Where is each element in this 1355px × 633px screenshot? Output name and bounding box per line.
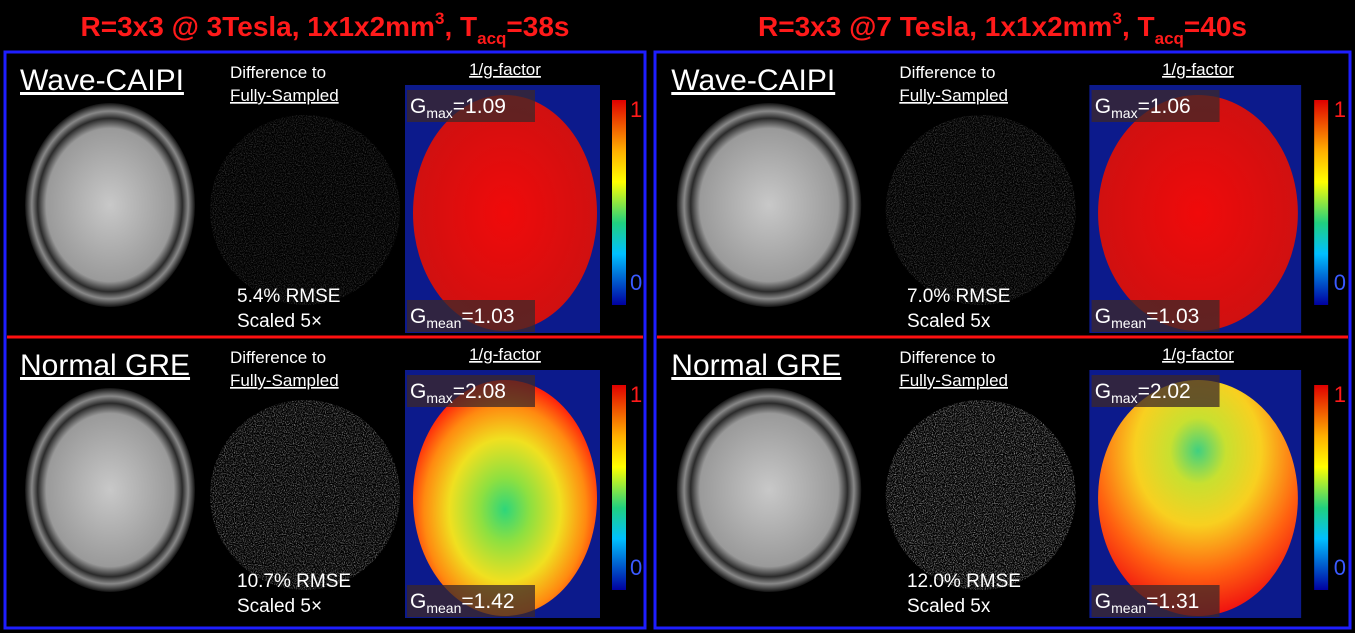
gmap-title: 1/g-factor bbox=[1162, 60, 1234, 79]
gmax-symbol: G bbox=[1095, 380, 1111, 403]
brain-image bbox=[677, 388, 862, 592]
gmap-image bbox=[413, 95, 597, 331]
gmean-symbol: G bbox=[410, 305, 426, 328]
difference-title: Difference to bbox=[899, 63, 995, 82]
gmean-value: =1.03 bbox=[1146, 305, 1199, 328]
scale-label: Scaled 5× bbox=[237, 311, 322, 332]
title-mid: , T bbox=[444, 11, 477, 42]
method-label: Normal GRE bbox=[20, 349, 190, 382]
difference-title: Difference to bbox=[899, 348, 995, 367]
colorbar-min: 0 bbox=[1334, 555, 1346, 580]
difference-image bbox=[886, 115, 1076, 305]
gmean-sub: mean bbox=[426, 600, 461, 616]
difference-title: Difference to bbox=[230, 348, 326, 367]
gmean-value: =1.31 bbox=[1146, 590, 1199, 613]
panel-title: R=3x3 @7 Tesla, 1x1x2mm3, Tacq=40s bbox=[758, 9, 1247, 48]
gmax-value: =1.06 bbox=[1138, 95, 1191, 118]
gmean-sub: mean bbox=[1111, 600, 1146, 616]
gmax-label: Gmax=1.09 bbox=[410, 95, 506, 121]
rmse-label: 10.7% RMSE bbox=[237, 571, 351, 592]
colorbar-max: 1 bbox=[630, 382, 642, 407]
gmap-image bbox=[413, 380, 597, 616]
colorbar-min: 0 bbox=[630, 270, 642, 295]
gmax-sub: max bbox=[426, 105, 452, 121]
difference-subtitle: Fully-Sampled bbox=[230, 371, 339, 390]
scale-label: Scaled 5× bbox=[237, 596, 322, 617]
gmap-image bbox=[1098, 380, 1298, 616]
colorbar-max: 1 bbox=[630, 97, 642, 122]
brain-image bbox=[25, 103, 195, 307]
gmap-title: 1/g-factor bbox=[469, 345, 541, 364]
scale-label: Scaled 5x bbox=[907, 311, 991, 332]
gmean-symbol: G bbox=[1095, 590, 1111, 613]
scale-label: Scaled 5x bbox=[907, 596, 991, 617]
rmse-label: 7.0% RMSE bbox=[907, 286, 1010, 307]
brain-image bbox=[25, 388, 195, 592]
gmax-label: Gmax=1.06 bbox=[1095, 95, 1191, 121]
title-sup: 3 bbox=[1112, 9, 1121, 28]
method-label: Normal GRE bbox=[671, 349, 841, 382]
difference-subtitle: Fully-Sampled bbox=[899, 86, 1008, 105]
gmax-label: Gmax=2.08 bbox=[410, 380, 506, 406]
colorbar-min: 0 bbox=[1334, 270, 1346, 295]
title-end: =38s bbox=[506, 11, 569, 42]
gmap-image bbox=[1098, 95, 1298, 331]
title-sub: acq bbox=[477, 29, 506, 48]
difference-subtitle: Fully-Sampled bbox=[899, 371, 1008, 390]
difference-image bbox=[210, 115, 400, 305]
title-sub: acq bbox=[1155, 29, 1184, 48]
colorbar-min: 0 bbox=[630, 555, 642, 580]
gmean-label: Gmean=1.03 bbox=[1095, 305, 1200, 331]
rmse-label: 12.0% RMSE bbox=[907, 571, 1021, 592]
gmax-sub: max bbox=[426, 390, 452, 406]
gmax-sub: max bbox=[1111, 390, 1137, 406]
method-label: Wave-CAIPI bbox=[671, 64, 835, 97]
difference-image bbox=[886, 400, 1076, 590]
gmean-value: =1.03 bbox=[461, 305, 514, 328]
gmean-sub: mean bbox=[1111, 315, 1146, 331]
colorbar-max: 1 bbox=[1334, 97, 1346, 122]
gmax-symbol: G bbox=[410, 380, 426, 403]
gmean-label: Gmean=1.31 bbox=[1095, 590, 1200, 616]
title-main: R=3x3 @ 3Tesla, 1x1x2mm bbox=[81, 11, 435, 42]
colorbar-max: 1 bbox=[1334, 382, 1346, 407]
method-label: Wave-CAIPI bbox=[20, 64, 184, 97]
gmax-value: =2.08 bbox=[453, 380, 506, 403]
gmean-value: =1.42 bbox=[461, 590, 514, 613]
gmean-symbol: G bbox=[1095, 305, 1111, 328]
colorbar bbox=[1314, 100, 1328, 305]
difference-image bbox=[210, 400, 400, 590]
gmean-symbol: G bbox=[410, 590, 426, 613]
gmax-value: =2.02 bbox=[1138, 380, 1191, 403]
title-end: =40s bbox=[1184, 11, 1247, 42]
colorbar bbox=[1314, 385, 1328, 590]
gmax-symbol: G bbox=[1095, 95, 1111, 118]
gmap-title: 1/g-factor bbox=[469, 60, 541, 79]
gmean-sub: mean bbox=[426, 315, 461, 331]
rmse-label: 5.4% RMSE bbox=[237, 286, 340, 307]
brain-image bbox=[677, 103, 862, 307]
difference-title: Difference to bbox=[230, 63, 326, 82]
figure: R=3x3 @ 3Tesla, 1x1x2mm3, Tacq=38sWave-C… bbox=[0, 0, 1355, 633]
colorbar bbox=[612, 100, 626, 305]
gmean-label: Gmean=1.42 bbox=[410, 590, 515, 616]
title-mid: , T bbox=[1122, 11, 1155, 42]
gmax-sub: max bbox=[1111, 105, 1137, 121]
difference-subtitle: Fully-Sampled bbox=[230, 86, 339, 105]
gmax-label: Gmax=2.02 bbox=[1095, 380, 1191, 406]
gmean-label: Gmean=1.03 bbox=[410, 305, 515, 331]
title-main: R=3x3 @7 Tesla, 1x1x2mm bbox=[758, 11, 1112, 42]
gmap-title: 1/g-factor bbox=[1162, 345, 1234, 364]
panel-title: R=3x3 @ 3Tesla, 1x1x2mm3, Tacq=38s bbox=[81, 9, 570, 48]
gmax-value: =1.09 bbox=[453, 95, 506, 118]
title-sup: 3 bbox=[435, 9, 444, 28]
gmax-symbol: G bbox=[410, 95, 426, 118]
colorbar bbox=[612, 385, 626, 590]
